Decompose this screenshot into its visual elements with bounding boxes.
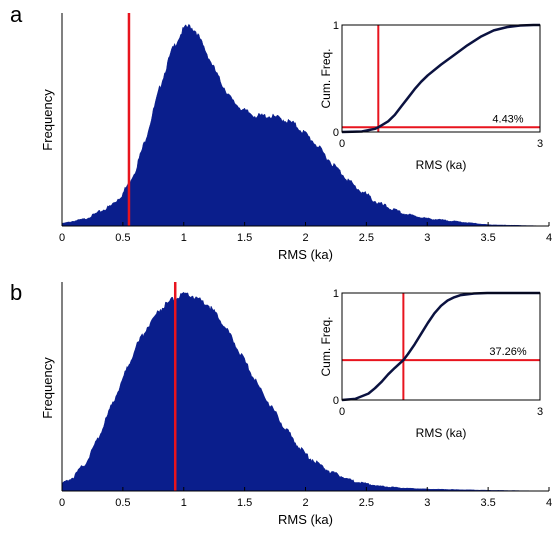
histogram-area <box>61 23 549 227</box>
inset-xtick-right-a: 3 <box>537 138 543 150</box>
histogram-area <box>61 291 549 492</box>
x-axis-label-a: RMS (ka) <box>278 247 333 262</box>
x-tick-label: 3 <box>424 232 430 244</box>
inset-ytick-bottom-b: 0 <box>333 395 339 407</box>
cdf-line <box>341 23 540 134</box>
x-ticks-a: 0 0.5 1 1.5 2 2.5 3 3.5 4 <box>59 222 552 244</box>
inset-annotation-a: 4.43% <box>492 113 523 125</box>
inset-x-label-a: RMS (ka) <box>416 158 467 172</box>
inset-annotation-b: 37.26% <box>489 346 527 358</box>
x-tick-label: 4 <box>546 497 552 509</box>
x-tick-label: 3.5 <box>480 232 495 244</box>
inset-ytick-top-a: 1 <box>333 20 339 32</box>
x-tick-label: 1.5 <box>237 497 252 509</box>
x-tick-label: 3 <box>424 497 430 509</box>
inset-cdf-curve-a <box>341 23 540 134</box>
inset-threshold-lines-a <box>342 25 540 132</box>
x-tick-label: 1.5 <box>237 232 252 244</box>
inset-frame-b <box>341 292 541 401</box>
inset-b: 1 0 0 3 RMS (ka) Cum. Freq. 37.26% <box>319 288 543 440</box>
x-tick-label: 2 <box>302 497 308 509</box>
x-tick-label: 0.5 <box>115 232 130 244</box>
y-axis-label-b: Frequency <box>40 357 55 419</box>
inset-y-label-b: Cum. Freq. <box>319 316 333 376</box>
x-tick-label: 0 <box>59 497 65 509</box>
x-tick-label: 2.5 <box>359 232 374 244</box>
x-tick-label: 0 <box>59 232 65 244</box>
x-tick-label: 0.5 <box>115 497 130 509</box>
y-axis-label-a: Frequency <box>40 89 55 151</box>
x-tick-label: 1 <box>181 497 187 509</box>
panel-b: b 0 0.5 1 1.5 2 2.5 3 3.5 4 RMS (ka) Frequency 1… <box>10 280 552 527</box>
inset-threshold-lines-b <box>342 293 540 400</box>
panel-letter-a: a <box>10 2 23 27</box>
inset-ytick-top-b: 1 <box>333 288 339 300</box>
histogram-a <box>61 23 549 227</box>
inset-y-label-a: Cum. Freq. <box>319 48 333 108</box>
panel-a: a 0 0.5 1 1.5 2 2.5 3 3.5 4 RMS (ka) Frequency 1… <box>10 2 552 262</box>
inset-cdf-curve-b <box>341 291 540 402</box>
x-tick-label: 1 <box>181 232 187 244</box>
inset-xtick-left-b: 0 <box>339 406 345 418</box>
x-ticks-b: 0 0.5 1 1.5 2 2.5 3 3.5 4 <box>59 487 552 509</box>
inset-background-b <box>342 293 540 400</box>
histogram-b <box>61 291 549 492</box>
inset-a: 1 0 0 3 RMS (ka) Cum. Freq. 4.43% <box>319 20 543 172</box>
inset-xtick-left-a: 0 <box>339 138 345 150</box>
x-axis-label-b: RMS (ka) <box>278 512 333 527</box>
panel-letter-b: b <box>10 280 22 305</box>
inset-ytick-bottom-a: 0 <box>333 127 339 139</box>
inset-x-label-b: RMS (ka) <box>416 426 467 440</box>
x-tick-label: 4 <box>546 232 552 244</box>
inset-xtick-right-b: 3 <box>537 406 543 418</box>
x-tick-label: 2.5 <box>359 497 374 509</box>
cdf-line <box>341 291 540 402</box>
inset-background-a <box>342 25 540 132</box>
x-tick-label: 3.5 <box>480 497 495 509</box>
inset-frame-a <box>341 24 541 133</box>
x-tick-label: 2 <box>302 232 308 244</box>
